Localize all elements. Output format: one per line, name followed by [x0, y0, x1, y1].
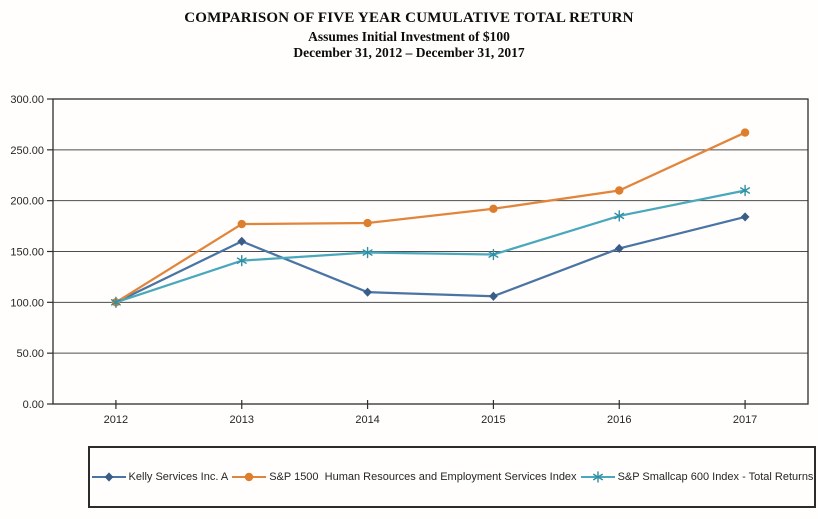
legend-swatch-marker-icon: [245, 472, 254, 482]
series-marker-1: [237, 219, 246, 229]
series-marker-2: [362, 249, 373, 256]
y-axis-tick-label: 250.00: [10, 145, 44, 157]
sp1500-series-swatch-icon: [232, 472, 267, 482]
y-axis-tick-label: 200.00: [10, 196, 44, 208]
chart-title-block: COMPARISON OF FIVE YEAR CUMULATIVE TOTAL…: [0, 10, 818, 61]
series-marker-2: [740, 187, 751, 194]
x-axis-tick-label: 2015: [481, 414, 505, 426]
plot-border: [52, 98, 809, 405]
legend-item-sp1500-hr-index: S&P 1500 Human Resources and Employment …: [231, 470, 577, 483]
series-line-2: [115, 189, 746, 304]
chart-title: COMPARISON OF FIVE YEAR CUMULATIVE TOTAL…: [184, 10, 634, 26]
series-marker-1: [363, 218, 372, 228]
legend-label-sp1500-hr-index: S&P 1500 Human Resources and Employment …: [269, 470, 577, 483]
y-axis-tick-label: 100.00: [10, 297, 44, 309]
kelly-series-swatch-icon: [91, 472, 126, 482]
series-marker-1: [740, 128, 750, 137]
y-axis-tick-label: 150.00: [10, 247, 44, 259]
legend-item-sp-smallcap600: S&P Smallcap 600 Index - Total Returns: [580, 470, 814, 483]
series-marker-0: [740, 212, 750, 222]
x-axis-tick-label: 2016: [607, 414, 631, 426]
y-axis-tick-label: 300.00: [10, 94, 44, 106]
smallcap600-series-swatch-icon: [580, 471, 615, 483]
chart-subtitle-date-range: December 31, 2012 – December 31, 2017: [293, 45, 525, 60]
series-marker-0: [614, 243, 624, 254]
legend-swatch-marker-icon: [104, 472, 113, 482]
legend-item-kelly-services: Kelly Services Inc. A: [91, 470, 229, 483]
series-marker-1: [615, 186, 624, 195]
series-line-0: [115, 215, 746, 304]
chart-legend: Kelly Services Inc. A S&P 1500 Human Res…: [88, 446, 816, 508]
chart-subtitle-investment: Assumes Initial Investment of $100: [308, 29, 510, 44]
legend-swatch-marker-icon: [592, 473, 603, 481]
y-axis-tick-label: 0.00: [23, 399, 44, 411]
x-axis-tick-label: 2014: [355, 414, 379, 426]
series-marker-0: [237, 236, 247, 246]
x-axis-tick-label: 2012: [104, 414, 128, 426]
legend-label-kelly-services: Kelly Services Inc. A: [128, 470, 229, 483]
series-marker-2: [110, 299, 121, 306]
series-marker-2: [488, 251, 499, 258]
x-axis-tick-label: 2017: [733, 414, 757, 426]
x-axis-tick-label: 2013: [230, 414, 254, 426]
legend-label-sp-smallcap600: S&P Smallcap 600 Index - Total Returns: [617, 470, 814, 483]
series-marker-0: [363, 287, 372, 297]
chart-plot-area: 0.00 50.00 100.00 150.00 200.00 250.00 300.00 2…: [0, 90, 818, 440]
series-marker-1: [489, 204, 498, 213]
series-marker-2: [236, 257, 247, 264]
series-line-1: [115, 131, 746, 304]
y-axis-tick-label: 50.00: [16, 348, 44, 360]
series-marker-0: [489, 291, 498, 301]
line-chart-svg: 0.00 50.00 100.00 150.00 200.00 250.00 300.00 2…: [10, 94, 809, 426]
series-marker-2: [614, 212, 625, 220]
